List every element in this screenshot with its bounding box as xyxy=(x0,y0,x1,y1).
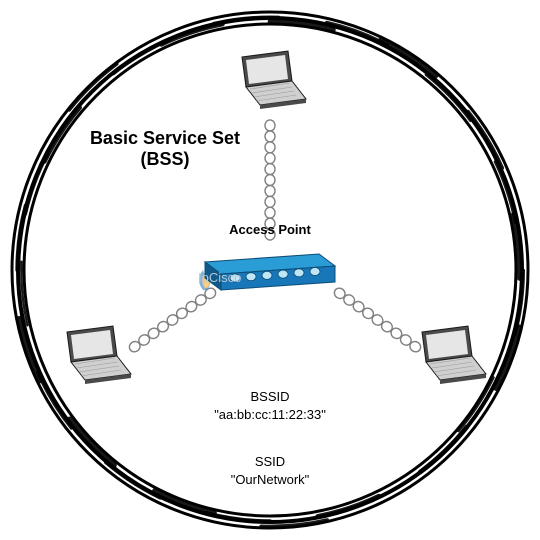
wireless-signal-icon xyxy=(127,286,217,354)
laptop-icon xyxy=(422,326,486,384)
diagram-title: Basic Service Set (BSS) xyxy=(60,128,270,170)
wireless-signal-icon xyxy=(332,286,422,354)
bssid-value: "aa:bb:cc:11:22:33" xyxy=(214,407,326,422)
access-point-label: Access Point xyxy=(210,222,330,237)
ssid-label: SSID xyxy=(255,454,285,469)
ssid-value: "OurNetwork" xyxy=(231,472,310,487)
laptop-icon xyxy=(242,51,306,109)
bssid-label: BSSID xyxy=(250,389,289,404)
ssid-block: SSID "OurNetwork" xyxy=(150,453,390,489)
bssid-block: BSSID "aa:bb:cc:11:22:33" xyxy=(150,388,390,424)
watermark-text: IpCisco xyxy=(198,270,241,285)
title-line1: Basic Service Set xyxy=(90,128,240,148)
title-line2: (BSS) xyxy=(141,149,190,169)
laptop-icon xyxy=(67,326,131,384)
